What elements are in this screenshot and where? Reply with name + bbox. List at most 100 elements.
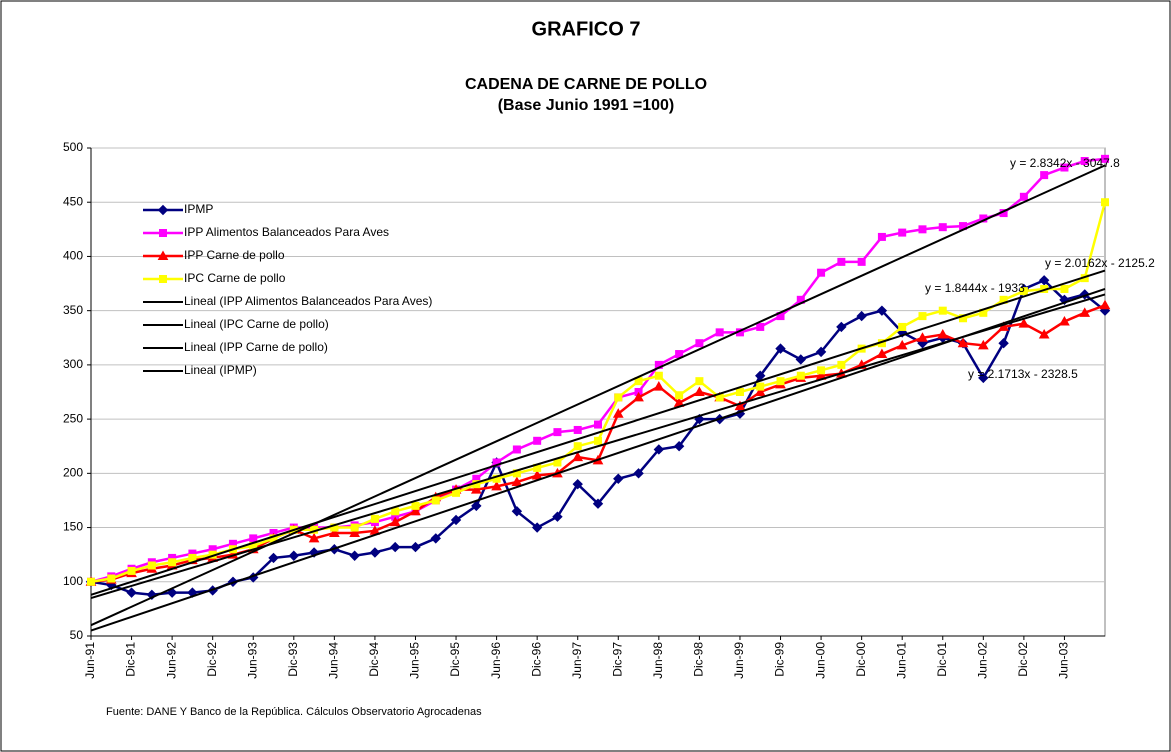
marker	[572, 451, 584, 462]
marker	[512, 445, 521, 454]
marker	[817, 366, 826, 375]
marker	[329, 527, 340, 537]
chart-subtitle: (Base Junio 1991 =100)	[498, 97, 675, 114]
chart-subtitle: CADENA DE CARNE DE POLLO	[465, 76, 707, 93]
marker	[147, 561, 156, 570]
trend-line	[90, 164, 1106, 627]
trend-equation: y = 1.8444x - 1933	[925, 281, 1025, 295]
trend-line	[90, 269, 1106, 596]
legend-label: IPMP	[184, 202, 213, 216]
marker	[107, 574, 116, 583]
marker	[653, 444, 665, 455]
x-tick-label: Jun-95	[408, 642, 422, 679]
legend-label: Lineal (IPP Alimentos Balanceados Para A…	[184, 294, 432, 308]
marker	[633, 391, 644, 402]
marker	[1038, 275, 1050, 286]
y-tick-label: 500	[63, 140, 83, 154]
marker	[898, 322, 907, 331]
marker	[754, 386, 766, 396]
y-tick-label: 200	[63, 466, 83, 480]
marker	[1101, 154, 1109, 163]
marker	[268, 552, 279, 564]
y-tick-label: 300	[63, 357, 83, 371]
marker	[168, 558, 177, 567]
marker	[430, 533, 441, 544]
plot-area	[90, 147, 1106, 637]
marker	[977, 339, 989, 350]
x-tick-label: Dic-99	[773, 642, 787, 677]
legend-label: Lineal (IPC Carne de pollo)	[184, 317, 329, 331]
marker	[592, 498, 604, 509]
marker	[573, 425, 582, 434]
trend-equation: y = 2.0162x - 2125.2	[1045, 256, 1155, 270]
x-tick-label: Jun-96	[489, 642, 503, 679]
trend-equation: y = 2.1713x - 2328.5	[968, 367, 1078, 381]
marker	[673, 441, 685, 452]
x-tick-label: Dic-91	[124, 642, 138, 677]
marker	[694, 386, 705, 396]
marker	[369, 547, 381, 558]
x-tick-label: Jun-94	[327, 642, 341, 679]
marker	[370, 514, 379, 523]
marker	[1059, 315, 1070, 326]
marker	[735, 388, 744, 396]
marker	[410, 505, 421, 516]
x-tick-label: Dic-00	[854, 642, 868, 677]
marker	[815, 346, 827, 358]
marker	[876, 348, 888, 359]
marker	[817, 268, 826, 277]
marker	[391, 507, 400, 516]
marker	[959, 314, 968, 323]
marker	[471, 500, 482, 512]
x-tick-label: Dic-02	[1016, 642, 1030, 677]
x-tick-label: Dic-93	[286, 642, 300, 677]
marker	[715, 328, 724, 337]
marker	[756, 382, 765, 391]
x-tick-label: Jun-92	[164, 642, 178, 679]
x-tick-label: Jun-00	[813, 642, 827, 679]
chart-title: GRAFICO 7	[532, 18, 641, 40]
legend-marker	[157, 250, 169, 260]
marker	[1080, 157, 1089, 166]
x-tick-label: Dic-98	[692, 642, 706, 677]
marker	[837, 360, 846, 369]
marker	[188, 553, 197, 562]
marker	[1019, 192, 1028, 201]
marker	[917, 332, 928, 342]
marker	[653, 381, 665, 391]
marker	[572, 478, 583, 490]
x-tick-label: Dic-92	[205, 642, 219, 677]
marker	[877, 232, 886, 241]
marker	[898, 228, 907, 237]
y-tick-label: 150	[63, 520, 83, 534]
marker	[937, 329, 949, 339]
x-tick-label: Jun-02	[975, 642, 989, 679]
marker	[533, 436, 542, 445]
marker	[166, 587, 178, 598]
x-tick-label: Dic-95	[448, 642, 462, 677]
y-tick-label: 100	[63, 574, 83, 588]
x-tick-label: Jun-93	[245, 642, 259, 679]
trend-equation: y = 2.8342x - 3047.8	[1010, 156, 1120, 170]
marker	[1018, 318, 1030, 328]
source-note: Fuente: DANE Y Banco de la República. Cá…	[106, 706, 482, 718]
marker	[410, 541, 421, 553]
x-tick-label: Jun-99	[732, 642, 746, 679]
marker	[308, 547, 320, 558]
x-tick-label: Dic-96	[529, 642, 543, 677]
marker	[349, 550, 360, 561]
marker	[734, 400, 746, 411]
marker	[1019, 287, 1028, 296]
marker	[450, 514, 462, 526]
y-tick-label: 50	[70, 628, 84, 642]
marker	[511, 506, 523, 517]
marker	[795, 354, 807, 365]
legend-label: IPC Carne de pollo	[184, 271, 286, 285]
marker	[837, 257, 846, 266]
marker	[756, 322, 765, 331]
y-tick-label: 450	[63, 194, 83, 208]
marker	[938, 223, 947, 232]
marker	[1079, 307, 1091, 317]
marker	[654, 371, 663, 380]
marker	[511, 476, 523, 487]
